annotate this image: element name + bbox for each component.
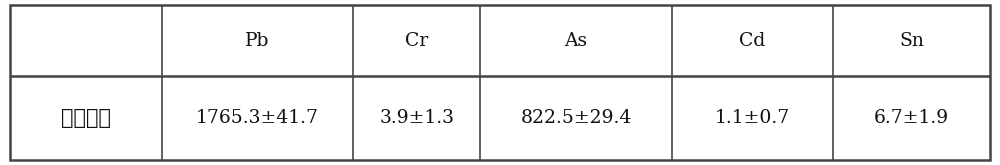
Text: 1.1±0.7: 1.1±0.7 [715, 109, 790, 127]
Text: Pb: Pb [245, 32, 270, 50]
Text: 6.7±1.9: 6.7±1.9 [874, 109, 949, 127]
Text: 3.9±1.3: 3.9±1.3 [379, 109, 454, 127]
Text: Cd: Cd [739, 32, 765, 50]
Text: 1765.3±41.7: 1765.3±41.7 [196, 109, 319, 127]
Text: 地上部分: 地上部分 [61, 108, 111, 128]
Text: 822.5±29.4: 822.5±29.4 [520, 109, 632, 127]
Text: Cr: Cr [405, 32, 428, 50]
Text: Sn: Sn [899, 32, 924, 50]
Text: As: As [564, 32, 588, 50]
